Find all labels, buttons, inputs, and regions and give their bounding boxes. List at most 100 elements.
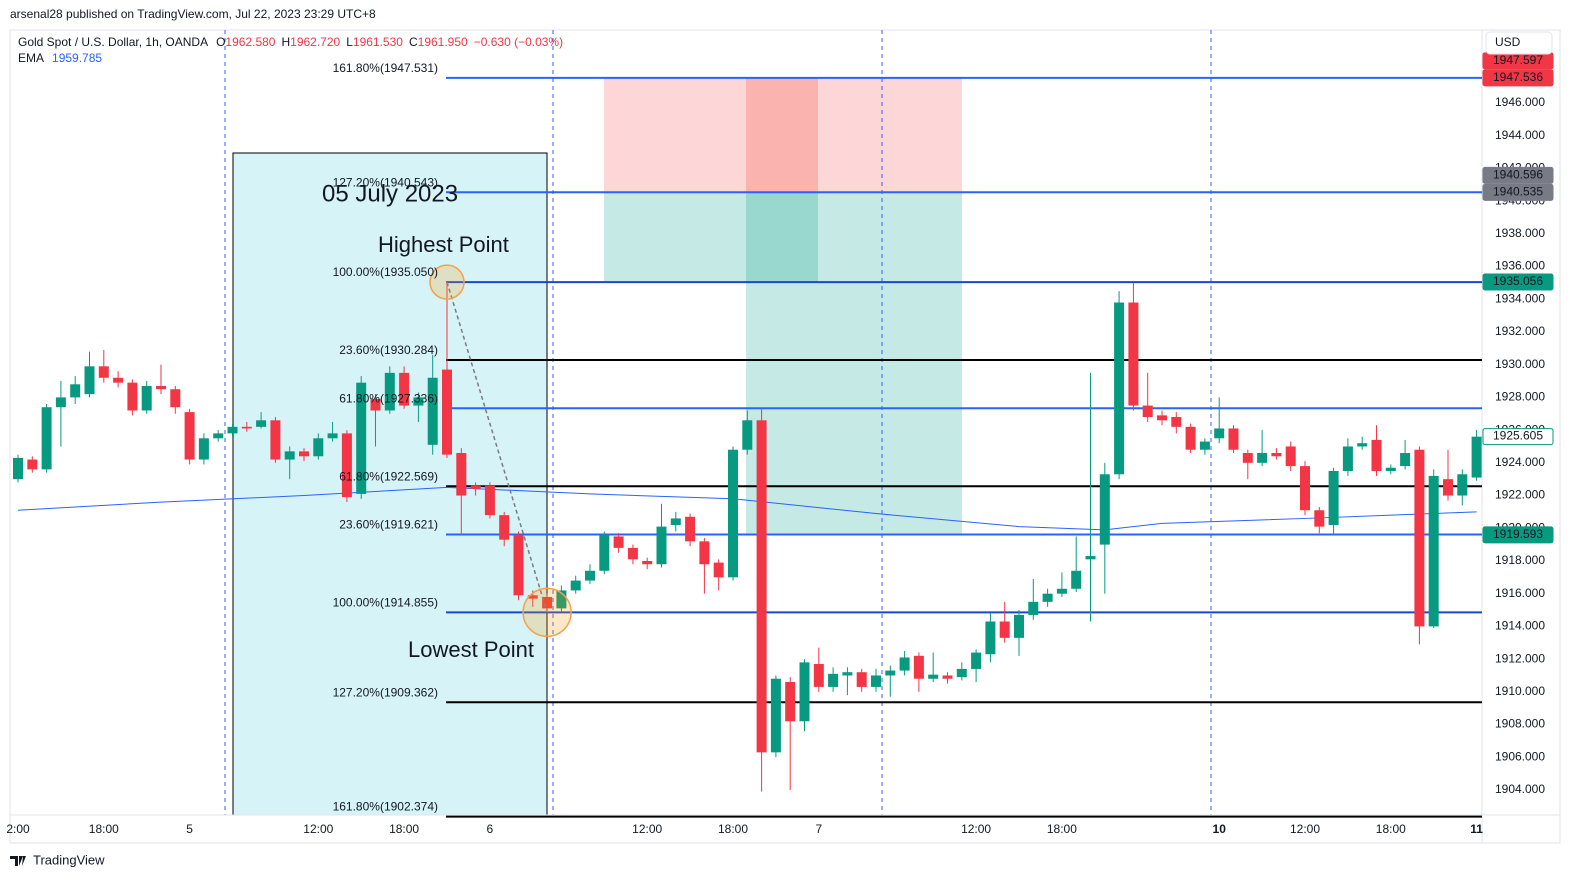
candle-body	[327, 433, 338, 439]
candle-body	[899, 657, 910, 671]
fib-label: 23.60%(1919.621)	[339, 518, 438, 532]
candle-body	[1414, 449, 1425, 627]
ohlc-value: 1961.950	[418, 35, 468, 49]
candle-body	[985, 621, 996, 655]
y-tick-label: 1910.000	[1495, 684, 1545, 698]
price-badge-label: 1947.536	[1493, 70, 1543, 84]
high-marker	[429, 264, 465, 300]
price-badge	[1482, 183, 1554, 201]
candle-body	[313, 438, 324, 457]
ema-value: 1959.785	[52, 51, 102, 65]
candle-body	[1285, 446, 1296, 467]
candle-body	[184, 412, 195, 460]
candle-body	[127, 382, 138, 411]
candle-body	[1242, 453, 1253, 463]
candle-body	[1457, 474, 1468, 496]
candle-body	[713, 562, 724, 578]
candle-body	[484, 485, 495, 516]
candle-body	[842, 672, 853, 676]
position-zone	[746, 77, 818, 193]
candle-body	[456, 453, 467, 496]
candle-body	[956, 668, 967, 678]
candle-body	[1300, 466, 1310, 511]
low-marker	[522, 587, 572, 638]
candle-body	[556, 590, 567, 609]
candle-body	[1014, 614, 1024, 638]
price-badge-label: 1925.605	[1493, 429, 1543, 443]
candle-body	[98, 366, 109, 378]
candle-body	[770, 678, 781, 753]
symbol: Gold Spot / U.S. Dollar, 1h, OANDA	[18, 35, 208, 49]
candle-body	[198, 438, 209, 460]
currency: USD	[1495, 35, 1521, 49]
plot: 1904.000 1906.000 1908.000 1910.000 1912.000…	[6, 30, 1560, 843]
author-line: arsenal28 published on TradingView.com, …	[10, 7, 376, 21]
candle-body	[799, 662, 810, 722]
candle-body	[499, 515, 510, 540]
candle-body	[756, 420, 767, 753]
price-badge-label: 1947.597	[1493, 53, 1543, 67]
price-badge	[1482, 526, 1554, 544]
x-tick-label: 7	[815, 822, 822, 836]
ohlc-value: 1962.720	[290, 35, 340, 49]
candle-body	[1357, 443, 1368, 447]
y-tick-label: 1906.000	[1495, 749, 1545, 763]
candle-body	[585, 570, 595, 581]
y-tick-label: 1908.000	[1495, 717, 1545, 731]
annotation: 05 July 2023	[322, 180, 458, 207]
candle-body	[241, 426, 252, 429]
candle-body	[227, 426, 238, 434]
x-tick-label: 18:00	[89, 822, 119, 836]
x-tick-label: 12:00	[632, 822, 662, 836]
candle-body	[1371, 439, 1382, 472]
ohlc-value: 1962.580	[225, 35, 275, 49]
y-tick-label: 1914.000	[1495, 619, 1545, 633]
candle-body	[1385, 467, 1396, 472]
candle-body	[1257, 453, 1268, 463]
candle-body	[813, 664, 824, 687]
ohlc-value: 1961.530	[353, 35, 403, 49]
candle-body	[1400, 453, 1411, 467]
candle-body	[1171, 417, 1182, 427]
candle-body	[971, 652, 982, 669]
candle-body	[913, 655, 924, 679]
candle-body	[41, 407, 52, 470]
candle-body	[256, 420, 267, 427]
candle-body	[284, 451, 295, 460]
candle-body	[1314, 510, 1325, 527]
candle-body	[1214, 428, 1225, 439]
y-tick-label: 1930.000	[1495, 357, 1545, 371]
y-tick-label: 1946.000	[1495, 95, 1545, 109]
candle-body	[728, 449, 738, 578]
x-tick-label: 18:00	[1047, 822, 1077, 836]
candle-body	[1471, 436, 1482, 478]
candle-body	[413, 397, 424, 406]
x-tick-label: 12:00	[303, 822, 333, 836]
candle-body	[1142, 405, 1153, 418]
legend-row: Gold Spot / U.S. Dollar, 1h, OANDA O1962.…	[18, 35, 563, 49]
price-badge-label: 1935.056	[1493, 274, 1543, 288]
candle-body	[1028, 601, 1039, 615]
x-tick-label: 12:00	[961, 822, 991, 836]
price-badge	[1482, 69, 1554, 87]
candle-body	[1271, 453, 1282, 457]
y-tick-label: 1934.000	[1495, 291, 1545, 305]
candle-body	[1199, 441, 1210, 450]
y-tick-label: 1944.000	[1495, 128, 1545, 142]
candle-body	[1342, 446, 1353, 472]
fib-label: 161.80%(1947.531)	[333, 61, 438, 75]
candle-body	[670, 518, 681, 525]
price-badge-label: 1940.596	[1493, 168, 1543, 182]
candle-body	[113, 377, 124, 383]
currency-button[interactable]	[1485, 31, 1553, 55]
ema-label: EMA	[18, 51, 44, 65]
ohlc-label: H	[281, 35, 290, 49]
candle-body	[156, 385, 166, 390]
candle-body	[1042, 593, 1053, 602]
candle-body	[599, 534, 610, 571]
candle-body	[1099, 474, 1110, 545]
price-badge	[1482, 428, 1554, 446]
price-badge	[1482, 273, 1554, 291]
x-tick-label: 6	[487, 822, 494, 836]
